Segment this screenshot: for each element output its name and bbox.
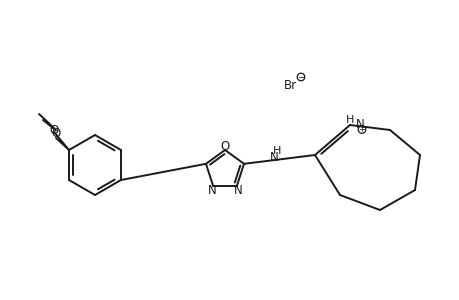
- Text: +: +: [358, 125, 364, 134]
- Text: O: O: [220, 140, 230, 153]
- Text: H: H: [345, 115, 353, 124]
- Text: N: N: [355, 118, 364, 130]
- Text: Br: Br: [283, 79, 296, 92]
- Text: N: N: [269, 151, 278, 164]
- Text: N: N: [207, 184, 216, 197]
- Text: O: O: [51, 127, 61, 140]
- Text: H: H: [273, 146, 281, 156]
- Text: O: O: [49, 124, 58, 137]
- Text: −: −: [297, 73, 304, 82]
- Text: N: N: [233, 184, 241, 197]
